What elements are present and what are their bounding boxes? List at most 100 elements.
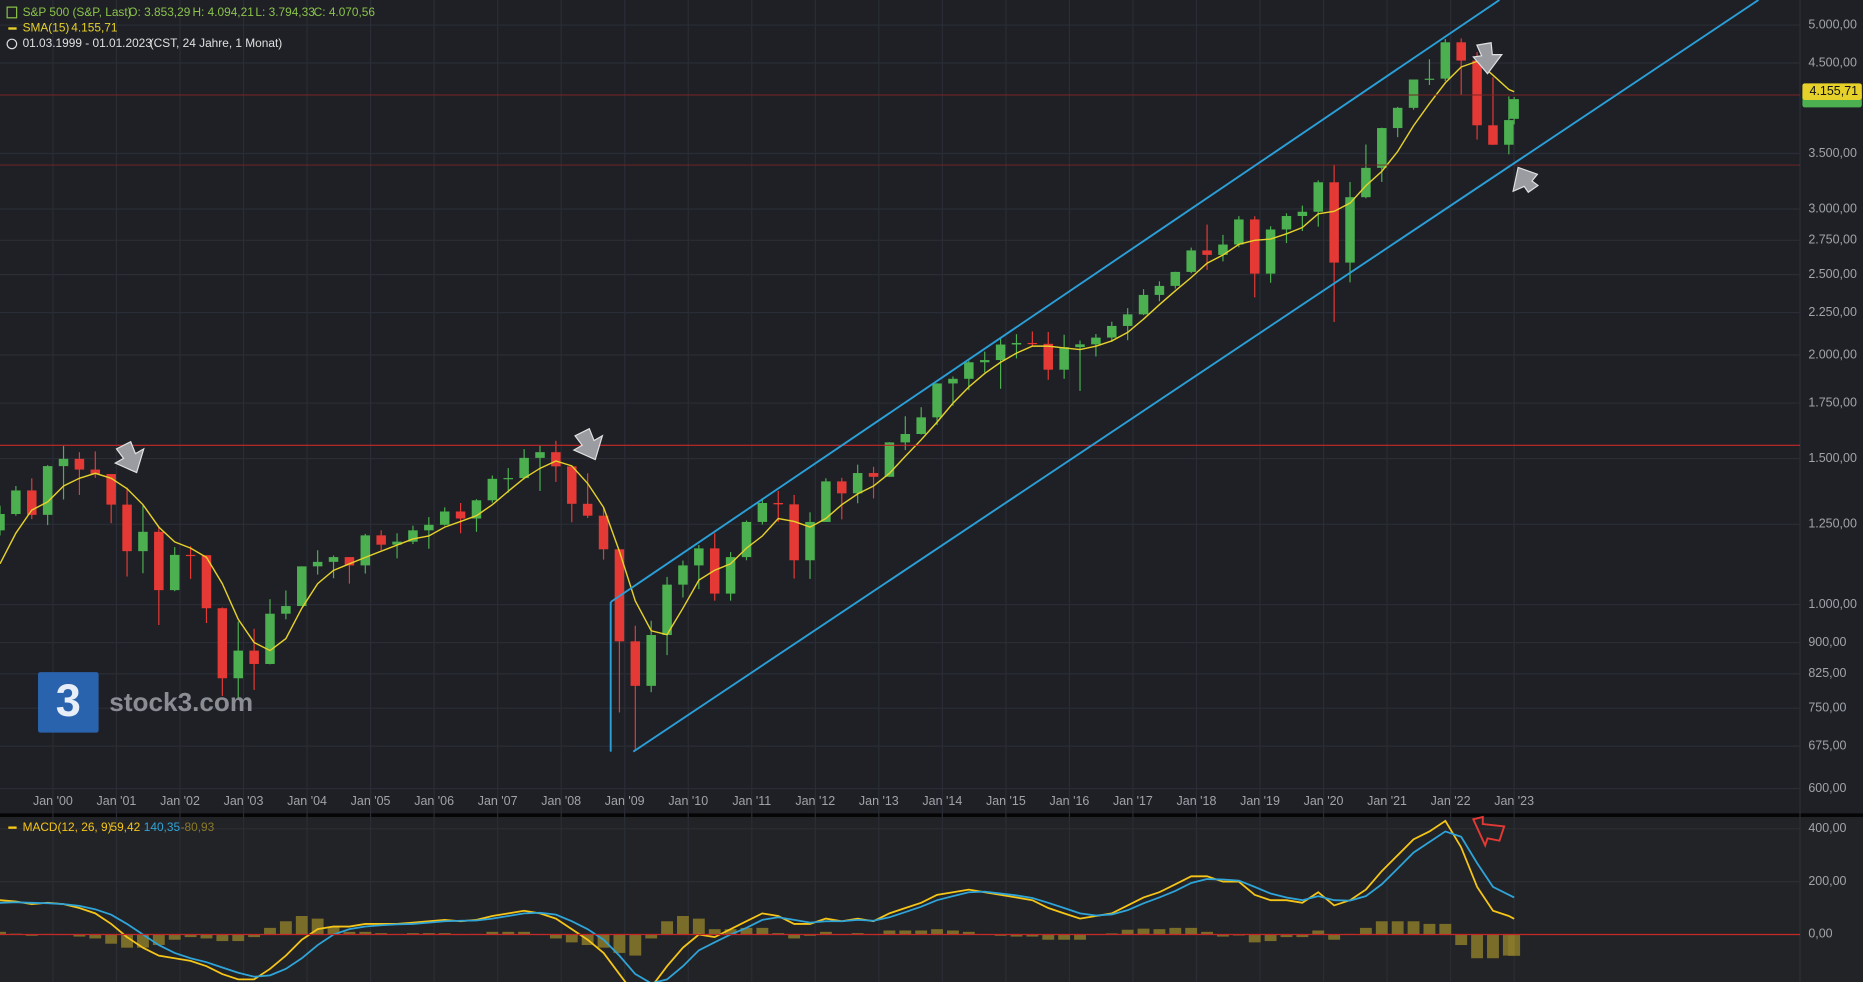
macd-line xyxy=(0,830,1515,982)
y-tick-label: 2.250,00 xyxy=(1808,305,1857,319)
candle-body xyxy=(27,490,37,515)
candle-body xyxy=(1011,342,1022,345)
candle-body xyxy=(1138,294,1149,315)
histogram-bar xyxy=(1010,934,1023,937)
candle-body xyxy=(630,641,641,686)
arrow-up xyxy=(1512,166,1540,194)
macd-arrow xyxy=(1471,815,1506,849)
histogram-bar xyxy=(851,933,864,935)
histogram-bar xyxy=(89,934,102,939)
candle-body xyxy=(900,433,911,443)
histogram-bar xyxy=(1455,934,1468,946)
histogram-bar xyxy=(931,929,944,935)
candle-body xyxy=(201,555,212,609)
channel-upper xyxy=(610,0,1500,603)
candle-body xyxy=(1345,197,1355,263)
x-tick-label: Jan '14 xyxy=(922,794,962,808)
x-tick-label: Jan '13 xyxy=(859,794,899,808)
candle-body xyxy=(376,535,386,545)
candle-body xyxy=(503,478,513,480)
x-tick-label: Jan '21 xyxy=(1367,794,1407,808)
sma-badge-label: 4.155,71 xyxy=(1810,84,1859,98)
candle-body xyxy=(1281,216,1292,230)
candle-body xyxy=(582,503,593,516)
candle-body xyxy=(805,521,815,561)
histogram-bar xyxy=(883,930,896,935)
ohlc-high: H: 4.094,21 xyxy=(192,5,254,19)
histogram-bar xyxy=(279,921,292,935)
histogram-bar xyxy=(899,930,912,935)
candle-body xyxy=(852,473,863,494)
candle-body xyxy=(757,502,768,522)
sma-legend-swatch xyxy=(8,27,17,30)
ohlc-open: O: 3.853,29 xyxy=(128,5,190,19)
histogram-bar xyxy=(1439,923,1452,935)
x-tick-label: Jan '18 xyxy=(1177,794,1217,808)
candle-body xyxy=(0,514,5,531)
histogram-bar xyxy=(137,934,149,948)
arrow-down xyxy=(113,440,145,474)
x-tick-label: Jan '12 xyxy=(795,794,835,808)
candle-body xyxy=(1472,60,1482,126)
candle-body xyxy=(1249,219,1260,274)
candle-body xyxy=(1265,229,1276,274)
histogram-bar xyxy=(1423,923,1436,935)
candle-body xyxy=(233,650,243,679)
logo: 3 xyxy=(56,675,81,726)
histogram-bar xyxy=(1026,934,1039,937)
candle-body xyxy=(439,511,450,525)
histogram-bar xyxy=(1312,930,1325,935)
candle-body xyxy=(979,360,990,363)
candle-body xyxy=(694,548,704,566)
y-tick-label: 3.500,00 xyxy=(1808,146,1857,160)
histogram-bar xyxy=(327,926,340,935)
histogram-bar xyxy=(756,927,769,935)
histogram-bar xyxy=(232,934,245,942)
candle-body xyxy=(312,561,323,567)
candle-body xyxy=(1329,182,1339,263)
y-tick-label: 1.000,00 xyxy=(1808,597,1857,611)
candle-body xyxy=(1361,167,1371,198)
channel-lower xyxy=(632,0,1759,753)
candle-body xyxy=(741,521,752,558)
histogram-bar xyxy=(1264,934,1277,942)
candle-body xyxy=(487,478,498,501)
watermark: stock3.com xyxy=(109,687,253,717)
histogram-bar xyxy=(613,934,626,953)
histogram-bar xyxy=(804,934,816,936)
arrow-down xyxy=(572,427,604,461)
y-tick-label: 900,00 xyxy=(1808,635,1846,649)
histogram-bar xyxy=(947,930,959,935)
x-tick-label: Jan '08 xyxy=(541,794,581,808)
macd-value: 59,42 xyxy=(110,820,140,834)
histogram-bar xyxy=(375,933,388,935)
macd-legend-swatch xyxy=(8,826,17,829)
candle-body xyxy=(773,502,784,505)
candle-body xyxy=(868,473,879,477)
candle-body xyxy=(932,383,942,418)
candle-body xyxy=(106,474,116,505)
x-tick-label: Jan '09 xyxy=(605,794,645,808)
candle-body xyxy=(1218,244,1228,255)
candle-body xyxy=(964,362,974,379)
candle-body xyxy=(1186,250,1196,272)
y-tick-label: 1.750,00 xyxy=(1808,395,1857,409)
candle-body xyxy=(154,531,164,591)
candle-body xyxy=(281,606,291,614)
x-tick-label: Jan '02 xyxy=(160,794,200,808)
macd-panel xyxy=(0,816,1863,982)
histogram-bar xyxy=(1153,929,1166,935)
candle-body xyxy=(519,457,529,479)
candle-body xyxy=(1313,182,1324,212)
histogram-bar xyxy=(788,934,801,939)
histogram-bar xyxy=(962,931,975,935)
histogram-bar xyxy=(677,915,689,935)
y-tick-label: 4.500,00 xyxy=(1808,55,1857,69)
arrow-down xyxy=(1472,42,1503,75)
range-note: (CST, 24 Jahre, 1 Monat) xyxy=(150,36,283,50)
histogram-bar xyxy=(692,918,705,935)
histogram-bar xyxy=(724,929,737,935)
candle-body xyxy=(535,452,545,458)
histogram-bar xyxy=(772,933,785,935)
